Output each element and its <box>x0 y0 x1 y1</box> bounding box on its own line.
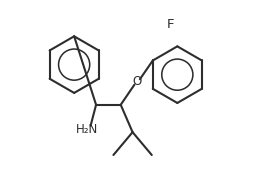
Text: F: F <box>167 18 175 31</box>
Text: O: O <box>132 75 142 89</box>
Text: H₂N: H₂N <box>76 123 98 136</box>
